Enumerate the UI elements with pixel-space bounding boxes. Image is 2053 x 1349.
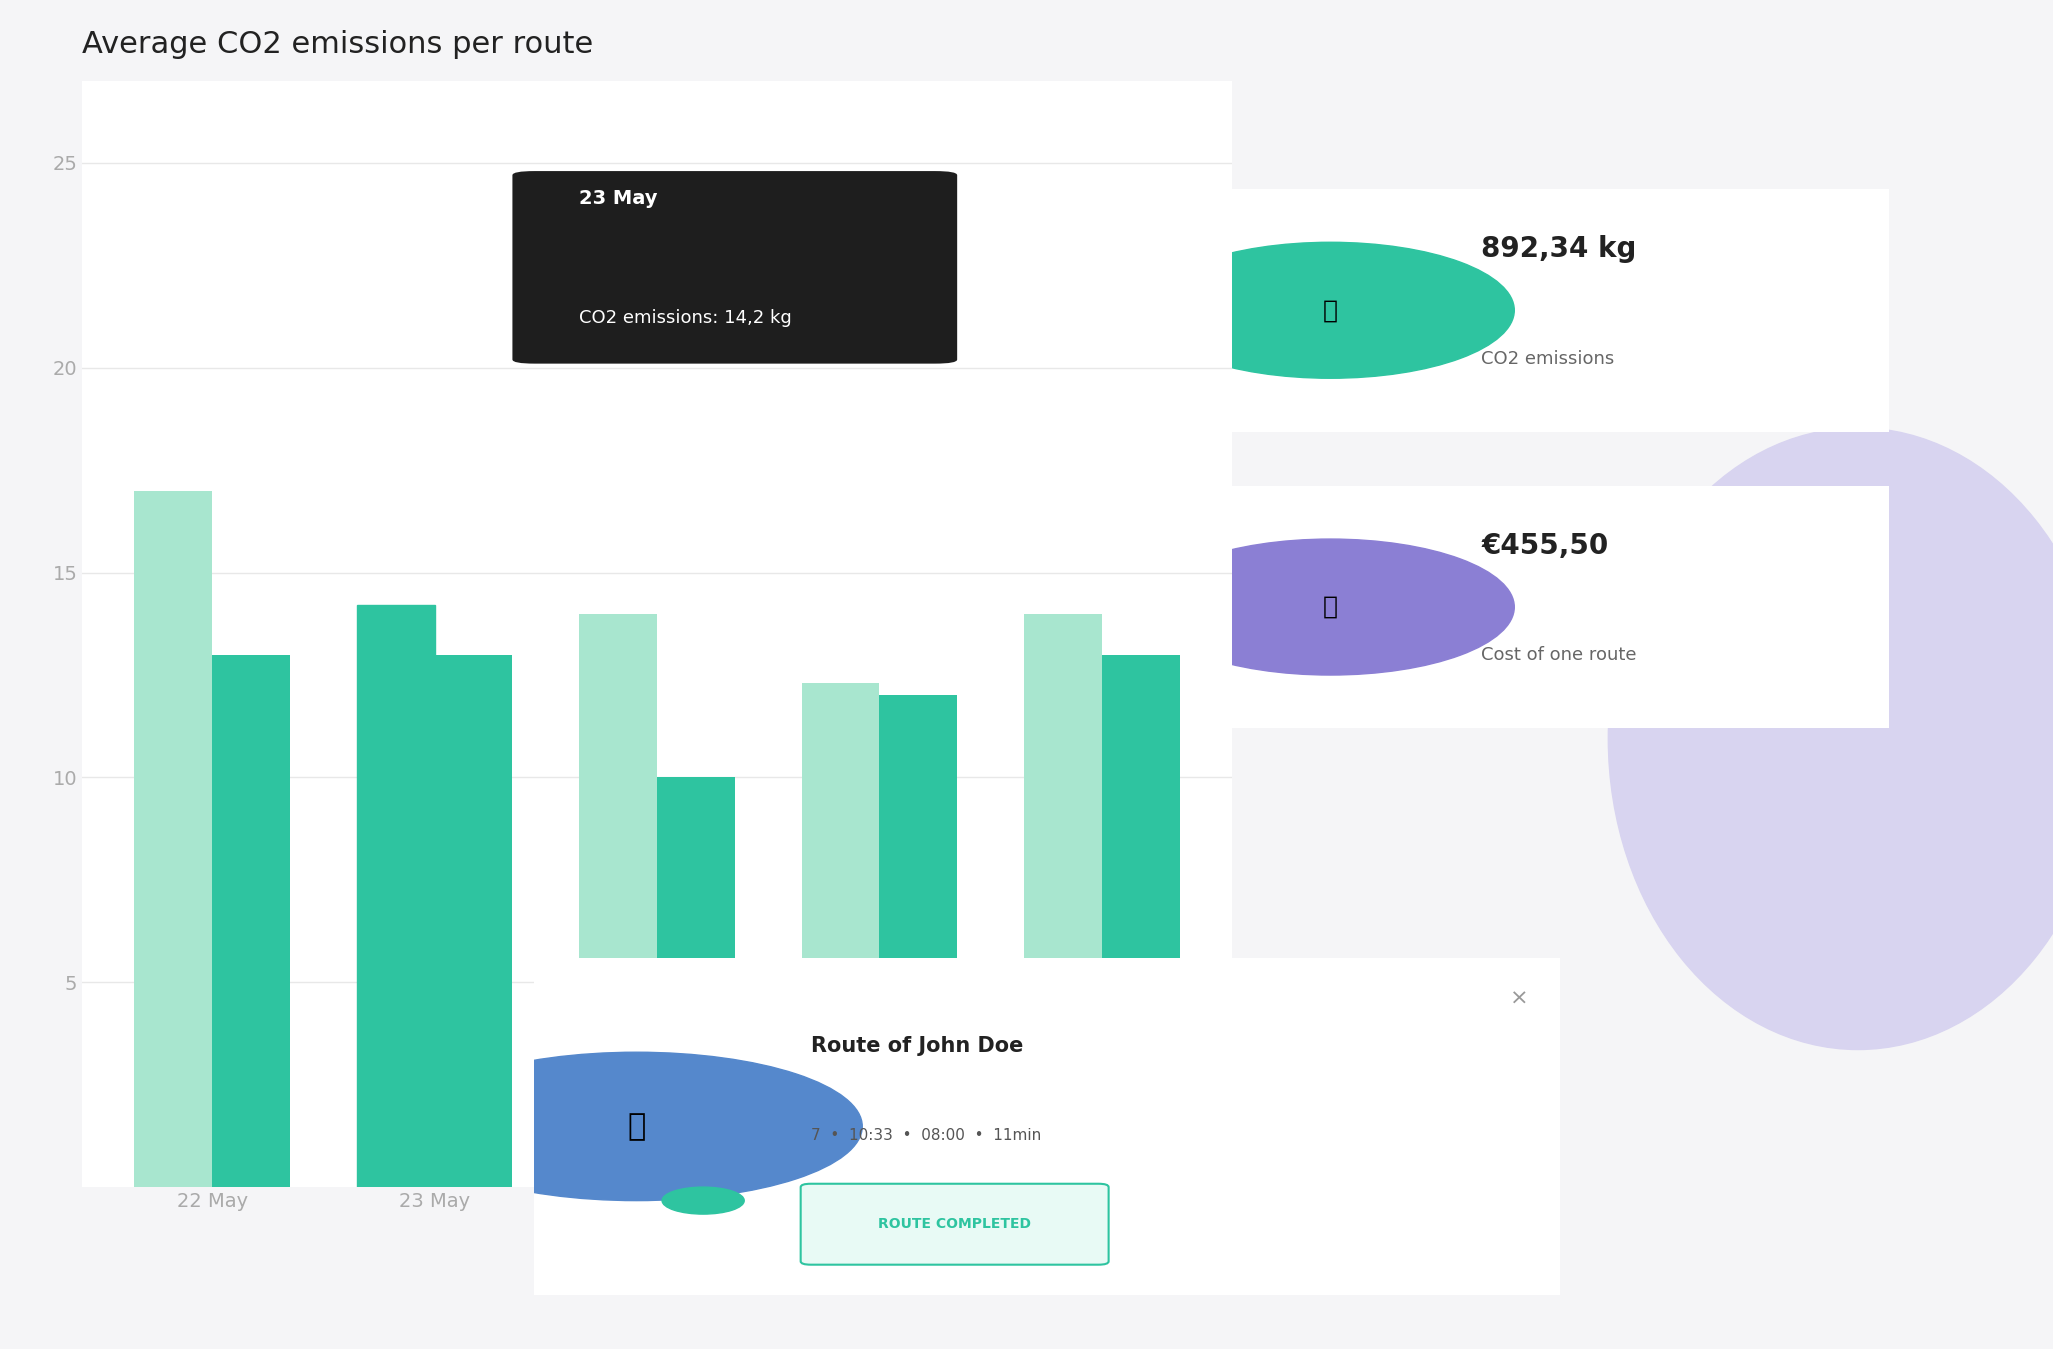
Text: €455,50: €455,50: [1482, 532, 1610, 560]
Bar: [801, 683, 879, 1187]
Bar: [657, 777, 735, 1187]
Circle shape: [1146, 243, 1515, 378]
Text: Route of John Doe: Route of John Doe: [811, 1036, 1022, 1056]
FancyBboxPatch shape: [1219, 183, 1901, 437]
FancyBboxPatch shape: [1219, 480, 1901, 734]
Text: ×: ×: [1509, 989, 1529, 1008]
Bar: [211, 654, 289, 1187]
Text: 👤: 👤: [628, 1112, 645, 1141]
Circle shape: [1607, 428, 2053, 1050]
Text: 7  •  10:33  •  08:00  •  11min: 7 • 10:33 • 08:00 • 11min: [811, 1128, 1041, 1143]
Text: ROUTE COMPLETED: ROUTE COMPLETED: [879, 1217, 1031, 1232]
Text: CO2 emissions: CO2 emissions: [1482, 349, 1616, 368]
FancyBboxPatch shape: [513, 171, 957, 364]
Bar: [435, 654, 513, 1187]
FancyBboxPatch shape: [513, 951, 1581, 1302]
Text: 23 May: 23 May: [579, 189, 657, 208]
Text: CO2 emissions: 14,2 kg: CO2 emissions: 14,2 kg: [579, 309, 792, 326]
Bar: [579, 614, 657, 1187]
Bar: [1102, 654, 1180, 1187]
Circle shape: [411, 1052, 862, 1201]
Text: 🌿: 🌿: [1322, 298, 1339, 322]
Bar: [357, 606, 435, 1187]
Text: 892,34 kg: 892,34 kg: [1482, 235, 1636, 263]
Circle shape: [1146, 540, 1515, 674]
Bar: [879, 696, 957, 1187]
FancyBboxPatch shape: [801, 1184, 1109, 1265]
Text: Average CO2 emissions per route: Average CO2 emissions per route: [82, 30, 593, 59]
Bar: [1024, 614, 1102, 1187]
Bar: [133, 491, 211, 1187]
Circle shape: [661, 1187, 743, 1214]
Text: 💳: 💳: [1322, 595, 1339, 619]
Text: Cost of one route: Cost of one route: [1482, 646, 1636, 665]
